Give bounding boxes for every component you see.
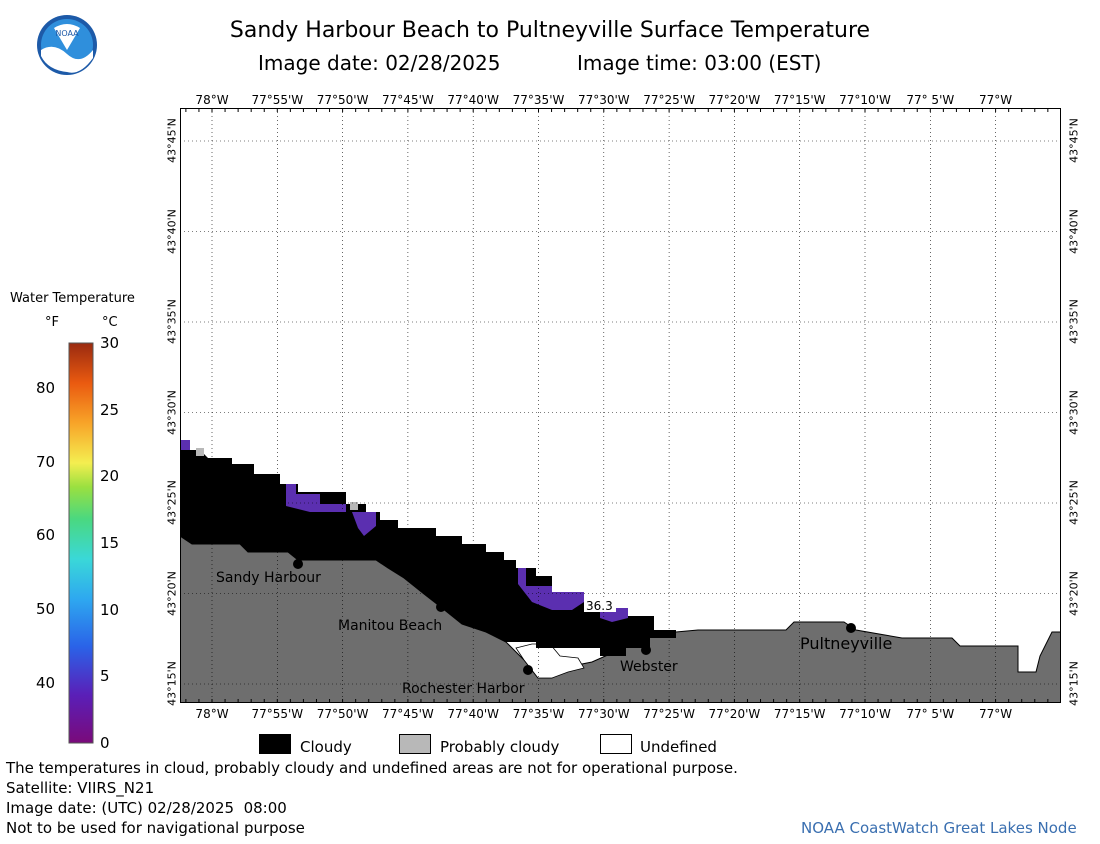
longitude-label: 77°15'W <box>773 93 826 107</box>
colorbar-f-tick: 40 <box>36 673 56 692</box>
latitude-label: 43°20'N <box>165 570 179 616</box>
place-webster: Webster <box>620 659 678 675</box>
legend-undefined-swatch <box>600 734 632 754</box>
temperature-label: 36.3 <box>586 599 613 613</box>
colorbar-unit-c: °C <box>102 315 118 330</box>
longitude-label: 77°35'W <box>512 707 565 721</box>
legend-undefined-label: Undefined <box>640 738 717 756</box>
water-cold-3 <box>352 512 376 536</box>
legend-cloudy-swatch <box>259 734 291 754</box>
latitude-label: 43°15'N <box>1067 661 1081 706</box>
footer-disclaimer: The temperatures in cloud, probably clou… <box>6 759 738 777</box>
probably-cloudy-1 <box>196 448 204 456</box>
longitude-label: 77°50'W <box>316 707 369 721</box>
colorbar-f-tick: 60 <box>36 526 56 545</box>
longitude-label: 77°55'W <box>251 93 304 107</box>
colorbar-c-tick: 25 <box>100 400 120 419</box>
pultneyville-marker <box>846 623 856 633</box>
latitude-label: 43°35'N <box>1067 299 1081 344</box>
colorbar-f-tick: 70 <box>36 452 56 471</box>
place-rochester-harbor: Rochester Harbor <box>402 681 525 697</box>
longitude-label: 77°W <box>979 707 1013 721</box>
longitude-label: 78°W <box>195 707 229 721</box>
legend-probably-cloudy-label: Probably cloudy <box>440 738 560 756</box>
latitude-label: 43°30'N <box>1067 389 1081 435</box>
longitude-label: 77°30'W <box>577 707 630 721</box>
colorbar-unit-f: °F <box>45 315 59 330</box>
longitude-label: 77° 5'W <box>906 707 955 721</box>
colorbar-c-tick: 5 <box>100 667 110 686</box>
colorbar-c-tick: 0 <box>100 734 110 752</box>
latitude-label: 43°25'N <box>165 480 179 525</box>
noaa-logo: NOAA <box>37 15 97 75</box>
probably-cloudy-2 <box>350 502 358 510</box>
longitude-label: 77°20'W <box>708 707 761 721</box>
place-pultneyville: Pultneyville <box>800 634 892 653</box>
map-area: Sandy Harbour Manitou Beach Rochester Ha… <box>180 108 1061 703</box>
latitude-label: 43°20'N <box>1067 570 1081 616</box>
longitude-label: 78°W <box>195 93 229 107</box>
longitude-label: 77°40'W <box>447 93 500 107</box>
logo-text: NOAA <box>55 29 79 38</box>
latitude-label: 43°40'N <box>165 208 179 254</box>
latitude-label: 43°25'N <box>1067 480 1081 525</box>
longitude-label: 77°15'W <box>773 707 826 721</box>
water-cold-4 <box>518 568 584 610</box>
latitude-label: 43°45'N <box>165 118 179 163</box>
legend-cloudy-label: Cloudy <box>300 738 352 756</box>
footer-nav-warning: Not to be used for navigational purpose <box>6 819 305 837</box>
longitude-label: 77°10'W <box>839 707 891 721</box>
image-time: Image time: 03:00 (EST) <box>577 51 822 75</box>
latitude-label: 43°40'N <box>1067 208 1081 254</box>
longitude-label: 77°45'W <box>382 707 434 721</box>
footer-satellite: Satellite: VIIRS_N21 <box>6 779 155 797</box>
longitude-label: 77°25'W <box>643 707 695 721</box>
longitude-label: 77°50'W <box>316 93 369 107</box>
longitude-label: 77°30'W <box>577 93 630 107</box>
colorbar-f-tick: 50 <box>36 600 56 619</box>
colorbar-title: Water Temperature <box>10 291 135 306</box>
longitude-label: 77°25'W <box>643 93 695 107</box>
colorbar-c-tick: 20 <box>100 467 120 486</box>
webster-marker <box>641 645 651 655</box>
legend-probably-cloudy-swatch <box>399 734 431 754</box>
longitude-label: 77°45'W <box>382 93 434 107</box>
latitude-label: 43°35'N <box>165 299 179 344</box>
longitude-label: 77°55'W <box>251 707 304 721</box>
colorbar-f-tick: 80 <box>36 379 56 397</box>
rochester-harbor-marker <box>523 665 533 675</box>
water-cold-1 <box>180 440 190 450</box>
map-title: Sandy Harbour Beach to Pultneyville Surf… <box>229 18 871 43</box>
image-date: Image date: 02/28/2025 <box>258 51 501 75</box>
place-manitou-beach: Manitou Beach <box>338 618 442 634</box>
colorbar-c-tick: 30 <box>100 334 120 352</box>
latitude-label: 43°45'N <box>1067 118 1081 163</box>
latitude-label: 43°30'N <box>165 389 179 435</box>
manitou-beach-marker <box>436 602 446 612</box>
longitude-label: 77°40'W <box>447 707 500 721</box>
longitude-label: 77°W <box>979 93 1013 107</box>
colorbar-c-tick: 15 <box>100 534 120 552</box>
water-cold-2 <box>286 484 346 512</box>
longitude-label: 77° 5'W <box>906 93 955 107</box>
footer-utc-date: Image date: (UTC) 02/28/2025 08:00 <box>6 799 287 817</box>
longitude-label: 77°10'W <box>839 93 891 107</box>
footer-credit[interactable]: NOAA CoastWatch Great Lakes Node <box>801 819 1077 837</box>
longitude-label: 77°35'W <box>512 93 565 107</box>
colorbar <box>68 342 94 744</box>
colorbar-c-tick: 10 <box>100 600 120 619</box>
sandy-harbour-marker <box>293 559 303 569</box>
place-sandy-harbour: Sandy Harbour <box>216 570 321 586</box>
longitude-label: 77°20'W <box>708 93 761 107</box>
latitude-label: 43°15'N <box>165 661 179 706</box>
